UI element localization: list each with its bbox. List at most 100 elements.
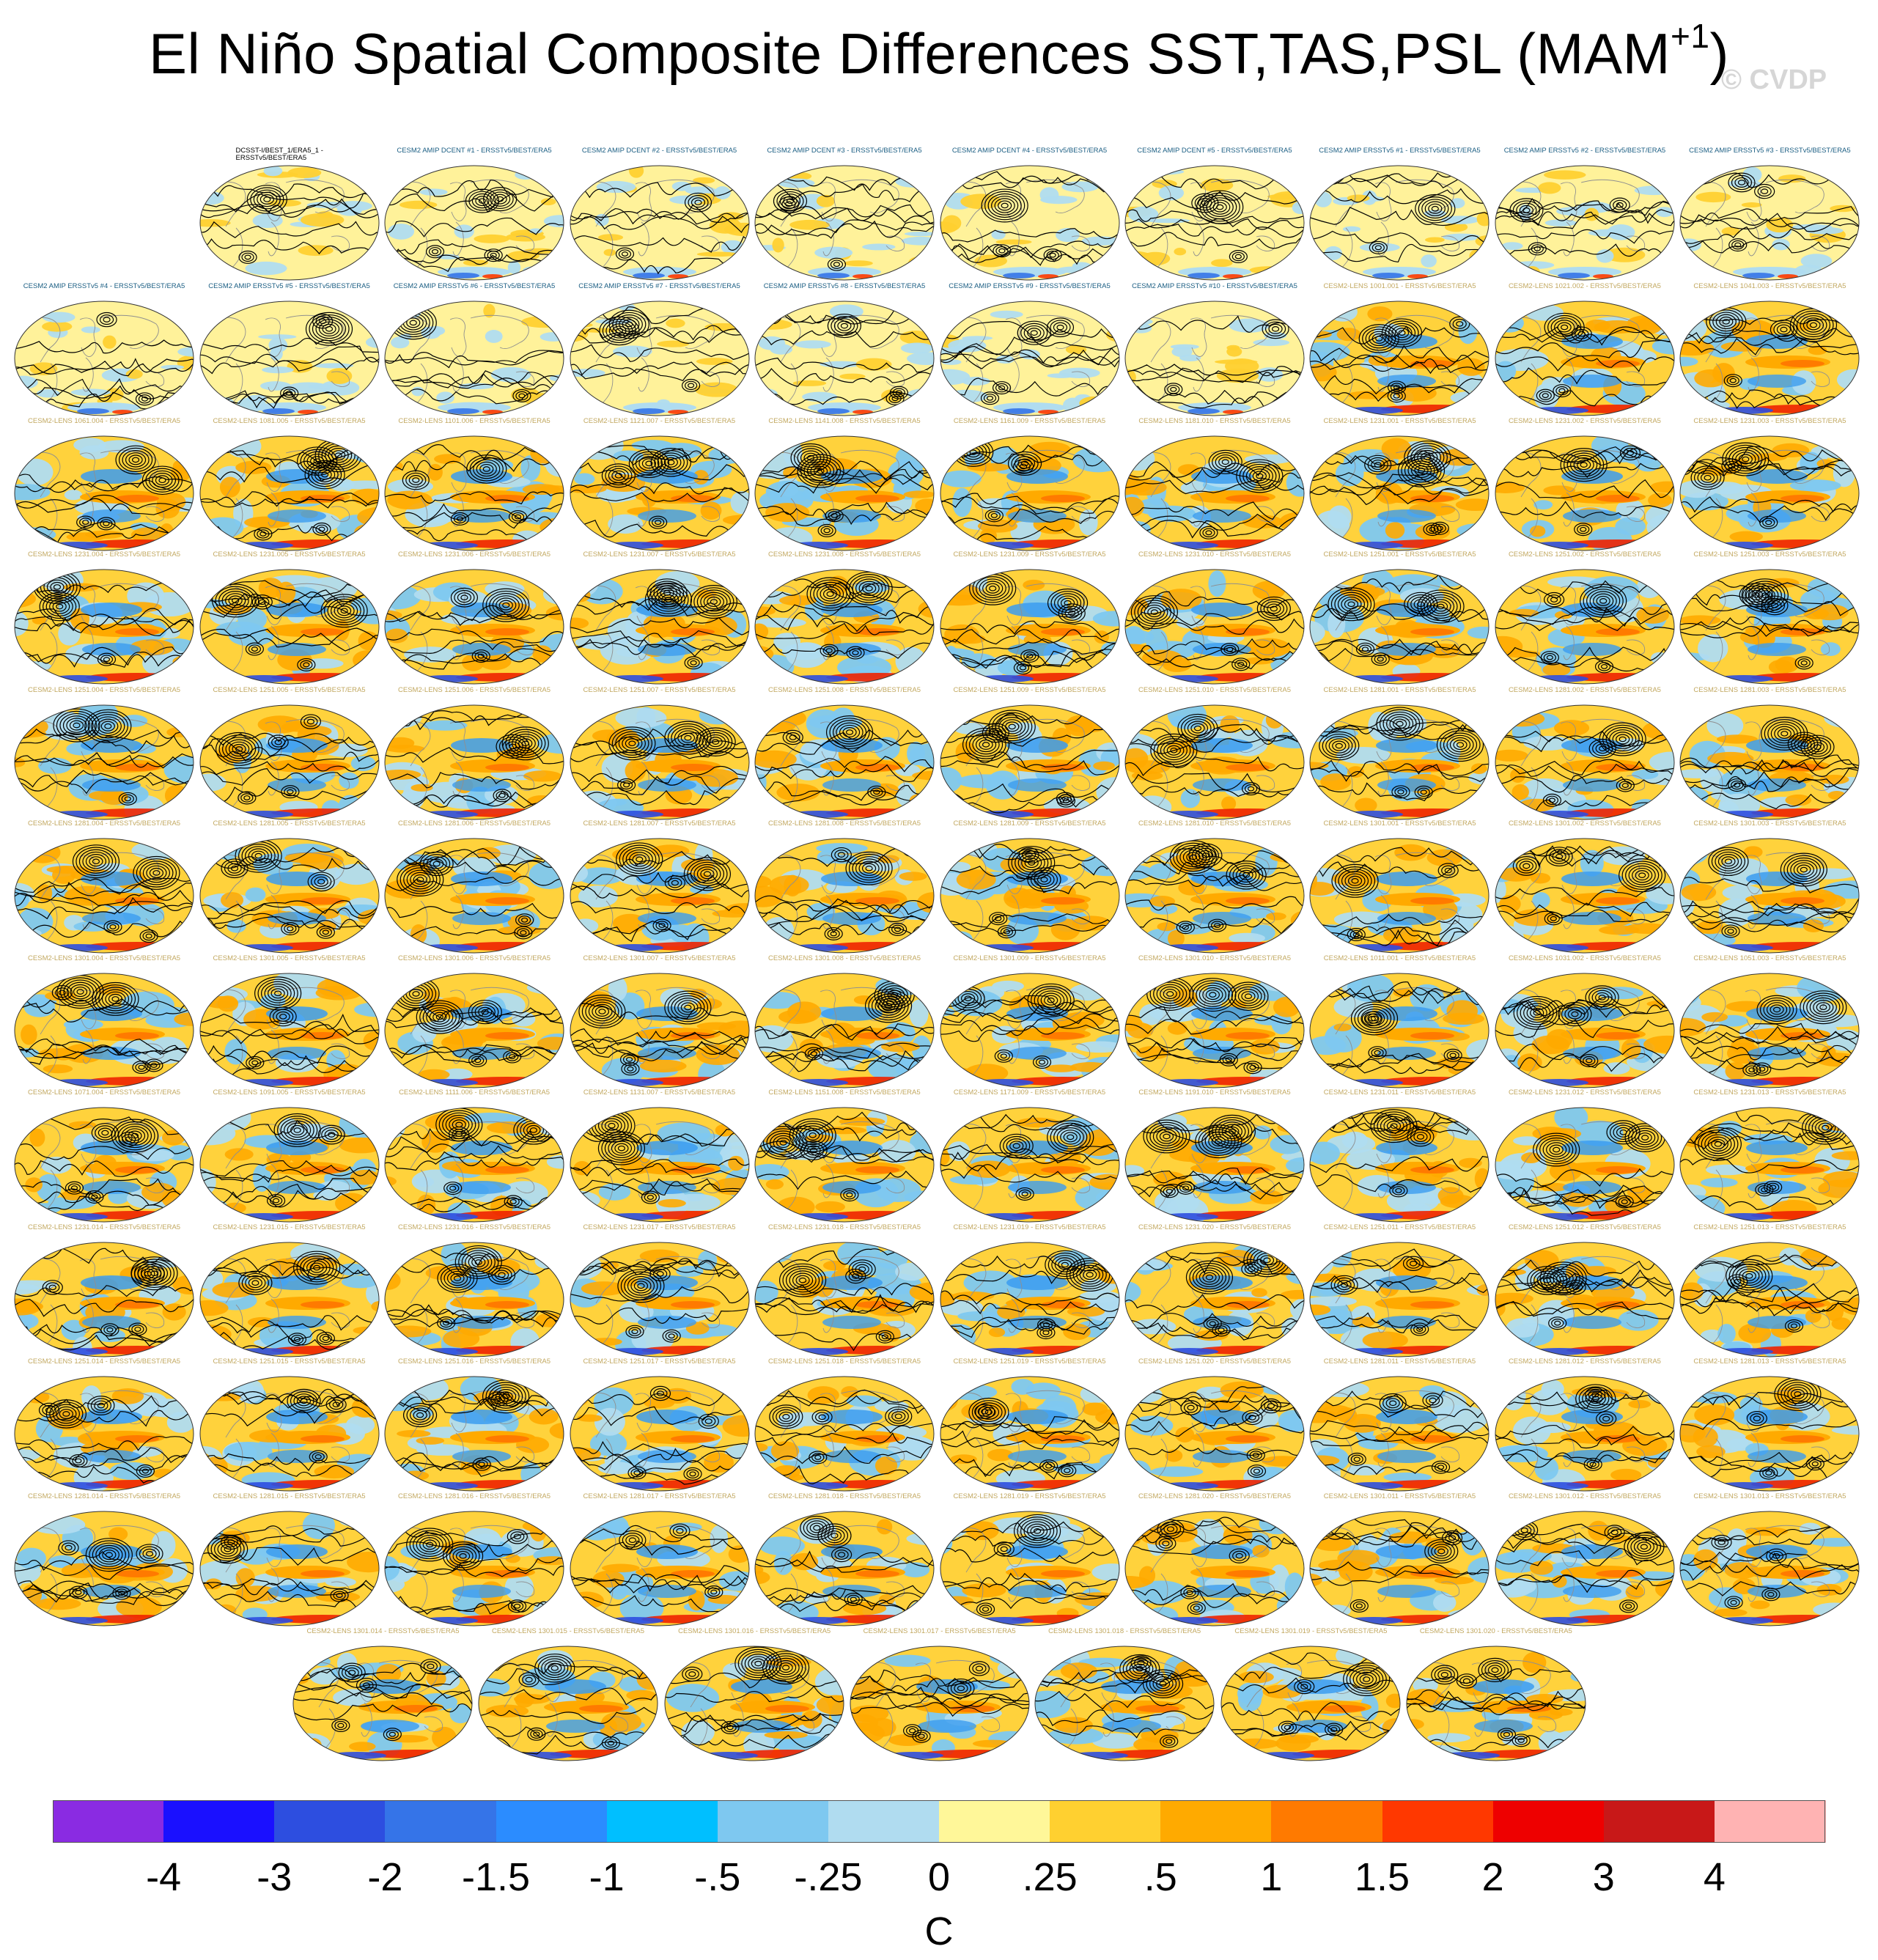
panel-title: CESM2 AMIP DCENT #1 - ERSSTv5/BEST/ERA5 xyxy=(397,147,552,155)
map-panel: CESM2-LENS 1251.001 - ERSSTv5/BEST/ERA5 xyxy=(1308,551,1491,687)
panel-title: CESM2 AMIP ERSSTv5 #1 - ERSSTv5/BEST/ERA… xyxy=(1319,147,1481,155)
robinson-map xyxy=(570,569,750,685)
robinson-map xyxy=(199,301,380,416)
map-panel: CESM2-LENS 1081.005 - ERSSTv5/BEST/ERA5 xyxy=(198,418,381,553)
robinson-map xyxy=(1495,301,1675,416)
panel-title: CESM2-LENS 1251.019 - ERSSTv5/BEST/ERA5 xyxy=(953,1357,1106,1366)
panel-title: CESM2-LENS 1231.008 - ERSSTv5/BEST/ERA5 xyxy=(767,551,921,559)
robinson-map xyxy=(1124,704,1305,820)
panel-title: CESM2-LENS 1231.017 - ERSSTv5/BEST/ERA5 xyxy=(583,1224,736,1232)
panel-title: CESM2-LENS 1301.001 - ERSSTv5/BEST/ERA5 xyxy=(1323,820,1476,828)
panel-title: CESM2 AMIP DCENT #5 - ERSSTv5/BEST/ERA5 xyxy=(1137,147,1292,155)
panel-title: CESM2-LENS 1281.013 - ERSSTv5/BEST/ERA5 xyxy=(1693,1357,1846,1366)
map-panel: CESM2-LENS 1061.004 - ERSSTv5/BEST/ERA5 xyxy=(12,418,196,553)
robinson-map xyxy=(14,301,194,416)
robinson-map xyxy=(1124,1107,1305,1223)
panel-title: CESM2-LENS 1231.005 - ERSSTv5/BEST/ERA5 xyxy=(213,551,366,559)
colorbar-box xyxy=(828,1800,940,1843)
robinson-map xyxy=(754,973,935,1088)
map-panel: CESM2-LENS 1231.002 - ERSSTv5/BEST/ERA5 xyxy=(1493,418,1676,553)
robinson-map xyxy=(940,301,1119,416)
robinson-map xyxy=(754,704,935,820)
map-panel: CESM2-LENS 1231.007 - ERSSTv5/BEST/ERA5 xyxy=(568,551,751,687)
panel-title: CESM2-LENS 1301.005 - ERSSTv5/BEST/ERA5 xyxy=(213,955,366,963)
panel-title: CESM2-LENS 1021.002 - ERSSTv5/BEST/ERA5 xyxy=(1508,282,1661,290)
robinson-map xyxy=(850,1646,1030,1761)
map-panel: CESM2-LENS 1251.003 - ERSSTv5/BEST/ERA5 xyxy=(1678,551,1861,687)
robinson-map xyxy=(570,1242,750,1357)
map-panel: CESM2-LENS 1051.003 - ERSSTv5/BEST/ERA5 xyxy=(1678,955,1861,1091)
colorbar-tick-label: .25 xyxy=(1022,1855,1078,1899)
panel-title: CESM2-LENS 1231.002 - ERSSTv5/BEST/ERA5 xyxy=(1508,417,1661,425)
map-panel: CESM2-LENS 1251.008 - ERSSTv5/BEST/ERA5 xyxy=(753,687,936,822)
map-panel: CESM2-LENS 1281.015 - ERSSTv5/BEST/ERA5 xyxy=(198,1493,381,1629)
robinson-map xyxy=(1406,1646,1586,1761)
colorbar-box xyxy=(1050,1800,1161,1843)
robinson-map xyxy=(384,165,564,281)
map-panel: CESM2-LENS 1151.008 - ERSSTv5/BEST/ERA5 xyxy=(753,1089,936,1225)
panel-title: CESM2-LENS 1301.016 - ERSSTv5/BEST/ERA5 xyxy=(678,1628,831,1636)
panel-title: CESM2-LENS 1281.003 - ERSSTv5/BEST/ERA5 xyxy=(1693,686,1846,694)
panel-title-line: ERSSTv5/BEST/ERA5 xyxy=(235,154,307,163)
colorbar-box xyxy=(1160,1800,1272,1843)
panel-title: CESM2-LENS 1041.003 - ERSSTv5/BEST/ERA5 xyxy=(1693,282,1846,290)
robinson-map xyxy=(1495,1511,1675,1626)
robinson-map xyxy=(1495,1242,1675,1357)
robinson-map xyxy=(1495,1107,1675,1223)
map-panel: CESM2-LENS 1281.012 - ERSSTv5/BEST/ERA5 xyxy=(1493,1358,1676,1494)
robinson-map xyxy=(1495,704,1675,820)
colorbar-tick-label: 4 xyxy=(1703,1855,1726,1899)
map-panel: CESM2 AMIP DCENT #5 - ERSSTv5/BEST/ERA5 xyxy=(1123,147,1306,283)
map-panel: CESM2-LENS 1301.012 - ERSSTv5/BEST/ERA5 xyxy=(1493,1493,1676,1629)
robinson-map xyxy=(570,165,750,281)
panel-title: CESM2-LENS 1171.009 - ERSSTv5/BEST/ERA5 xyxy=(953,1088,1106,1097)
map-panel: CESM2-LENS 1301.007 - ERSSTv5/BEST/ERA5 xyxy=(568,955,751,1091)
panel-title: CESM2-LENS 1301.010 - ERSSTv5/BEST/ERA5 xyxy=(1138,955,1291,963)
panel-title: CESM2-LENS 1161.009 - ERSSTv5/BEST/ERA5 xyxy=(953,417,1106,425)
map-panel: CESM2-LENS 1251.004 - ERSSTv5/BEST/ERA5 xyxy=(12,687,196,822)
colorbar-box xyxy=(717,1800,829,1843)
robinson-map xyxy=(570,1376,750,1492)
colorbar xyxy=(53,1800,1826,1843)
panel-title: CESM2-LENS 1301.009 - ERSSTv5/BEST/ERA5 xyxy=(953,955,1106,963)
page-title: El Niño Spatial Composite Differences SS… xyxy=(0,17,1878,87)
robinson-map xyxy=(1309,973,1489,1088)
colorbar-tick-label: 0 xyxy=(927,1855,951,1899)
colorbar-box xyxy=(1271,1800,1382,1843)
panel-title-line: DCSST-I/BEST_1/ERA5_1 - xyxy=(235,147,323,155)
panel-title: CESM2-LENS 1281.006 - ERSSTv5/BEST/ERA5 xyxy=(398,820,551,828)
map-panel: CESM2-LENS 1041.003 - ERSSTv5/BEST/ERA5 xyxy=(1678,283,1861,419)
robinson-map xyxy=(1124,973,1305,1088)
map-panel: CESM2 AMIP ERSSTv5 #4 - ERSSTv5/BEST/ERA… xyxy=(12,283,196,419)
panel-title: CESM2-LENS 1251.005 - ERSSTv5/BEST/ERA5 xyxy=(213,686,366,694)
map-panel: CESM2-LENS 1231.011 - ERSSTv5/BEST/ERA5 xyxy=(1308,1089,1491,1225)
panel-title: CESM2-LENS 1111.006 - ERSSTv5/BEST/ERA5 xyxy=(399,1088,550,1097)
map-panel: CESM2-LENS 1251.005 - ERSSTv5/BEST/ERA5 xyxy=(198,687,381,822)
map-panel: CESM2-LENS 1301.004 - ERSSTv5/BEST/ERA5 xyxy=(12,955,196,1091)
panel-title: CESM2-LENS 1281.015 - ERSSTv5/BEST/ERA5 xyxy=(213,1492,366,1500)
panel-title: CESM2 AMIP ERSSTv5 #9 - ERSSTv5/BEST/ERA… xyxy=(949,282,1111,290)
robinson-map xyxy=(940,1107,1119,1223)
panel-title: CESM2-LENS 1231.014 - ERSSTv5/BEST/ERA5 xyxy=(28,1224,181,1232)
title-superscript: +1 xyxy=(1671,17,1710,55)
panel-title: CESM2-LENS 1251.007 - ERSSTv5/BEST/ERA5 xyxy=(583,686,736,694)
robinson-map xyxy=(384,704,564,820)
panel-title: CESM2-LENS 1231.004 - ERSSTv5/BEST/ERA5 xyxy=(28,551,181,559)
panel-title: CESM2-LENS 1101.006 - ERSSTv5/BEST/ERA5 xyxy=(398,417,550,425)
robinson-map xyxy=(384,569,564,685)
map-panel: CESM2-LENS 1231.001 - ERSSTv5/BEST/ERA5 xyxy=(1308,418,1491,553)
panel-title: CESM2-LENS 1281.016 - ERSSTv5/BEST/ERA5 xyxy=(398,1492,551,1500)
robinson-map xyxy=(1679,301,1860,416)
robinson-map xyxy=(754,1376,935,1492)
map-panel: CESM2-LENS 1251.013 - ERSSTv5/BEST/ERA5 xyxy=(1678,1224,1861,1360)
map-panel: CESM2-LENS 1301.018 - ERSSTv5/BEST/ERA5 xyxy=(1033,1628,1216,1764)
robinson-map xyxy=(199,569,380,685)
map-panel: CESM2 AMIP ERSSTv5 #7 - ERSSTv5/BEST/ERA… xyxy=(568,283,751,419)
panel-title: CESM2-LENS 1251.006 - ERSSTv5/BEST/ERA5 xyxy=(398,686,551,694)
colorbar-tick-label: 1 xyxy=(1260,1855,1283,1899)
map-panel: CESM2-LENS 1251.006 - ERSSTv5/BEST/ERA5 xyxy=(383,687,566,822)
panel-title: CESM2-LENS 1251.002 - ERSSTv5/BEST/ERA5 xyxy=(1508,551,1661,559)
robinson-map xyxy=(199,1376,380,1492)
map-panel: CESM2-LENS 1251.015 - ERSSTv5/BEST/ERA5 xyxy=(198,1358,381,1494)
robinson-map xyxy=(384,1107,564,1223)
